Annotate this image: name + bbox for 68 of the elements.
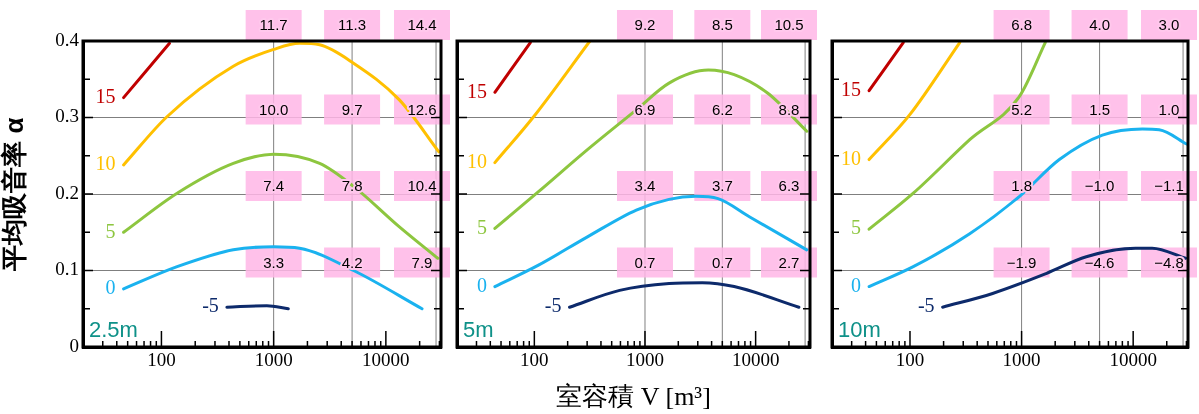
x-tick-label: 100 xyxy=(895,349,925,371)
annotation: 6.3 xyxy=(778,177,800,195)
annotation: 7.9 xyxy=(411,253,433,271)
annotation: 10.0 xyxy=(259,100,289,118)
series-label: 0 xyxy=(105,276,116,299)
x-tick-label: 100 xyxy=(147,349,176,371)
annotation: 4.2 xyxy=(341,253,363,271)
series-label: 15 xyxy=(95,84,116,107)
y-tick-label: 0.2 xyxy=(55,181,79,203)
annotation: 5.2 xyxy=(1011,100,1033,118)
annotation: 10m xyxy=(838,317,881,342)
annotation: 11.7 xyxy=(259,16,288,34)
annotation: 6.2 xyxy=(711,100,733,118)
series-label: 15 xyxy=(466,79,487,102)
series-label: 10 xyxy=(95,152,116,175)
annotation: 9.7 xyxy=(341,100,363,118)
series-label: 10 xyxy=(841,146,862,169)
series-label: -5 xyxy=(544,294,562,317)
y-tick-label: 0.4 xyxy=(55,28,80,50)
annotation: 12.6 xyxy=(407,100,437,118)
annotation: 3.7 xyxy=(711,177,733,195)
x-axis-title: 室容積 V [m³] xyxy=(556,382,711,412)
annotation: −4.6 xyxy=(1084,253,1115,271)
series-label: 5 xyxy=(851,216,862,239)
x-tick-label: 10000 xyxy=(362,349,410,371)
annotation: 10.4 xyxy=(407,177,437,195)
annotation: 0.7 xyxy=(634,253,656,271)
annotation: −4.8 xyxy=(1154,253,1184,271)
series-label: -5 xyxy=(202,294,219,317)
annotation: 8.5 xyxy=(711,16,733,34)
annotation: 3.0 xyxy=(1158,16,1180,34)
annotation: 2.7 xyxy=(778,253,800,271)
y-tick-label: 0 xyxy=(69,334,79,356)
annotation: 14.4 xyxy=(407,16,437,34)
series-label: 15 xyxy=(841,77,862,100)
y-axis-title: 平均吸音率 α xyxy=(0,117,29,272)
annotation: −1.9 xyxy=(1006,253,1037,271)
annotation: 4.0 xyxy=(1089,16,1111,34)
series-label: 0 xyxy=(476,273,487,296)
annotation: 0.7 xyxy=(711,253,733,271)
y-tick-label: 0.3 xyxy=(55,105,79,127)
annotation: 2.5m xyxy=(89,317,138,342)
annotation: 6.8 xyxy=(1011,16,1033,34)
annotation: −1.0 xyxy=(1084,177,1115,195)
series-label: -5 xyxy=(917,294,935,317)
annotation: 3.4 xyxy=(634,177,656,195)
x-tick-label: 1000 xyxy=(254,349,293,371)
annotation: 1.0 xyxy=(1158,100,1180,118)
x-tick-label: 1000 xyxy=(1002,349,1041,371)
annotation: 10.5 xyxy=(774,16,804,34)
x-tick-label: 10000 xyxy=(731,349,780,371)
annotation: 5m xyxy=(463,317,494,342)
series-label: 5 xyxy=(105,219,116,242)
annotation: −1.1 xyxy=(1154,177,1184,195)
x-tick-label: 100 xyxy=(520,349,549,371)
series-label: 10 xyxy=(466,149,487,172)
x-tick-label: 1000 xyxy=(625,349,664,371)
annotation: 3.3 xyxy=(263,253,285,271)
series-label: 5 xyxy=(476,215,487,238)
annotation: 6.9 xyxy=(634,100,656,118)
annotation: 9.2 xyxy=(634,16,656,34)
annotation: 11.3 xyxy=(338,16,367,34)
annotation: 1.5 xyxy=(1089,100,1111,118)
annotation: 7.4 xyxy=(263,177,285,195)
x-tick-label: 10000 xyxy=(1109,349,1157,371)
annotation: 1.8 xyxy=(1011,177,1033,195)
series-label: 0 xyxy=(851,273,862,296)
y-tick-label: 0.1 xyxy=(55,258,79,280)
